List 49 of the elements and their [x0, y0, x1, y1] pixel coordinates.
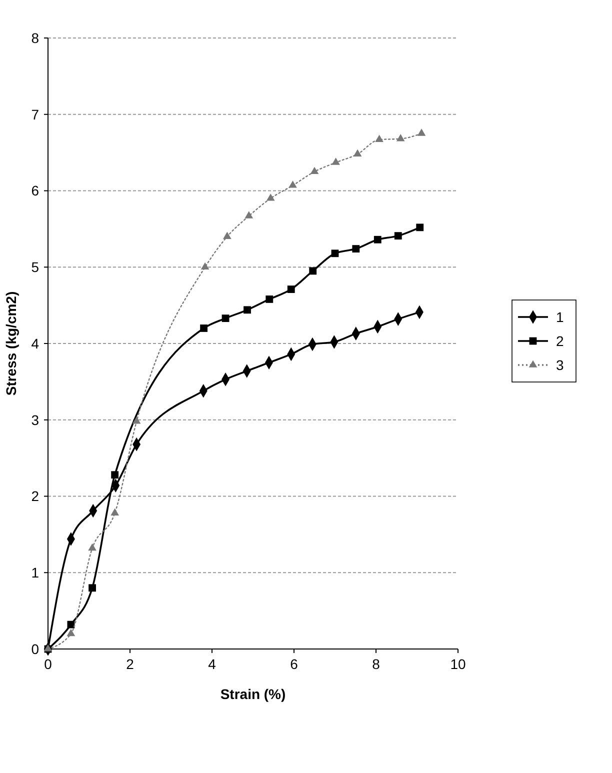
x-tick-label: 8 [372, 656, 380, 672]
point [66, 628, 76, 636]
point [266, 295, 274, 303]
y-tick-label: 2 [31, 488, 40, 504]
point [309, 267, 317, 275]
point [331, 250, 339, 258]
y-tick-label: 3 [31, 412, 40, 428]
x-axis-title: Strain (%) [220, 686, 286, 702]
point [417, 128, 426, 136]
point [132, 416, 141, 424]
point [287, 286, 295, 293]
point [200, 262, 210, 270]
point [394, 232, 402, 240]
point [223, 232, 232, 239]
y-tick-label: 4 [31, 335, 40, 352]
point [375, 134, 384, 142]
y-tick-label: 1 [31, 564, 40, 581]
y-tick-label: 7 [31, 106, 40, 122]
x-tick-label: 2 [126, 656, 134, 672]
point [244, 211, 254, 218]
point [244, 306, 251, 314]
x-tick-label: 0 [44, 656, 52, 672]
point [310, 166, 319, 174]
y-tick-label: 8 [31, 30, 40, 46]
x-tick-label: 4 [208, 656, 216, 672]
point [416, 224, 424, 232]
legend-label: 2 [556, 332, 564, 349]
point [200, 324, 208, 332]
y-tick-label: 6 [31, 182, 40, 199]
point [88, 584, 96, 592]
point [332, 158, 340, 165]
point [88, 543, 96, 551]
y-tick-label: 0 [31, 640, 40, 657]
x-tick-label: 6 [290, 656, 298, 672]
point [266, 194, 275, 201]
point [288, 180, 297, 188]
legend-label: 3 [556, 356, 564, 373]
point [352, 245, 360, 253]
point [396, 134, 405, 142]
point [110, 508, 119, 516]
x-tick-label: 10 [450, 656, 466, 672]
point [222, 314, 230, 322]
y-axis-title: Stress (kg/cm2) [3, 291, 19, 396]
point [353, 149, 362, 156]
legend-label: 1 [556, 308, 564, 325]
point [374, 236, 382, 244]
y-tick-label: 5 [31, 259, 40, 276]
point [67, 620, 75, 628]
point [111, 471, 119, 479]
